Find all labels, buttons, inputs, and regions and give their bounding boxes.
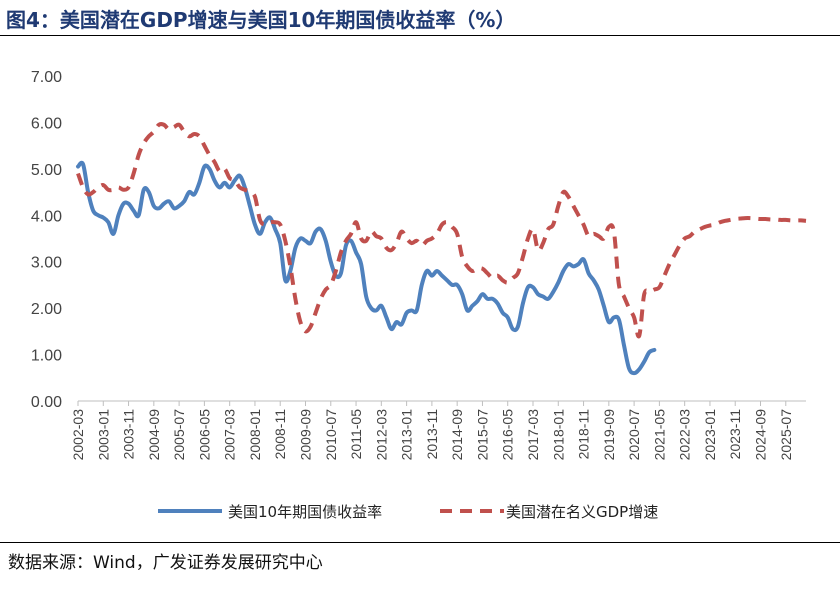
title-divider (0, 35, 840, 36)
legend: 美国10年期国债收益率 美国潜在名义GDP增速 (158, 503, 658, 521)
x-tick-label: 2009-09 (298, 409, 314, 461)
x-tick-label: 2015-07 (474, 409, 490, 461)
x-tick-label: 2017-03 (525, 409, 541, 461)
x-tick-label: 2021-05 (651, 409, 667, 461)
chart-canvas: 0.00 1.00 2.00 3.00 4.00 5.00 6.00 7.00 2002-03… (31, 69, 807, 521)
x-axis: 2002-03 2003-01 2003-11 2004-09 2005-07 2006-… (70, 400, 806, 461)
y-tick-label: 6.00 (31, 115, 62, 132)
y-tick-label: 2.00 (31, 301, 62, 318)
x-tick-label: 2008-11 (272, 409, 288, 460)
x-tick-label: 2003-11 (121, 409, 137, 460)
x-tick-label: 2007-03 (222, 409, 238, 461)
x-tick-label: 2023-01 (702, 409, 718, 461)
x-tick-label: 2011-05 (348, 409, 364, 460)
source-note: 数据来源：Wind，广发证券发展研究中心 (8, 553, 323, 573)
y-tick-label: 0.00 (31, 394, 62, 411)
legend-label: 美国10年期国债收益率 (228, 503, 382, 521)
x-tick-label: 2020-07 (626, 409, 642, 461)
x-tick-label: 2002-03 (70, 409, 86, 461)
y-tick-label: 5.00 (31, 162, 62, 179)
y-tick-label: 1.00 (31, 348, 62, 365)
x-tick-label: 2024-09 (753, 409, 769, 461)
x-tick-label: 2008-01 (247, 409, 263, 461)
x-tick-label: 2006-05 (196, 409, 212, 461)
x-tick-label: 2005-07 (171, 409, 187, 461)
x-tick-label: 2025-07 (778, 409, 794, 461)
legend-label: 美国潜在名义GDP增速 (506, 503, 658, 521)
y-tick-label: 7.00 (31, 69, 62, 86)
x-tick-label: 2019-09 (601, 409, 617, 461)
y-axis: 0.00 1.00 2.00 3.00 4.00 5.00 6.00 7.00 (31, 69, 62, 411)
x-tick-label: 2016-05 (500, 409, 516, 461)
x-tick-label: 2013-11 (424, 409, 440, 460)
x-tick-label: 2022-03 (677, 409, 693, 461)
x-tick-label: 2018-01 (550, 409, 566, 461)
x-tick-label: 2014-09 (449, 409, 465, 461)
source-divider (0, 542, 840, 543)
series-line-potential-gdp (76, 122, 807, 339)
x-tick-label: 2004-09 (146, 409, 162, 461)
x-tick-label: 2018-11 (576, 409, 592, 460)
x-tick-label: 2012-03 (373, 409, 389, 461)
y-tick-label: 4.00 (31, 208, 62, 225)
chart-title: 图4：美国潜在GDP增速与美国10年期国债收益率（%） (6, 8, 516, 32)
x-tick-label: 2003-01 (95, 409, 111, 461)
series-line-treasury-yield (76, 160, 657, 376)
y-tick-label: 3.00 (31, 255, 62, 272)
x-tick-label: 2013-01 (399, 409, 415, 461)
x-tick-label: 2010-07 (323, 409, 339, 461)
x-tick-label: 2023-11 (727, 409, 743, 460)
series-lines (76, 122, 807, 376)
